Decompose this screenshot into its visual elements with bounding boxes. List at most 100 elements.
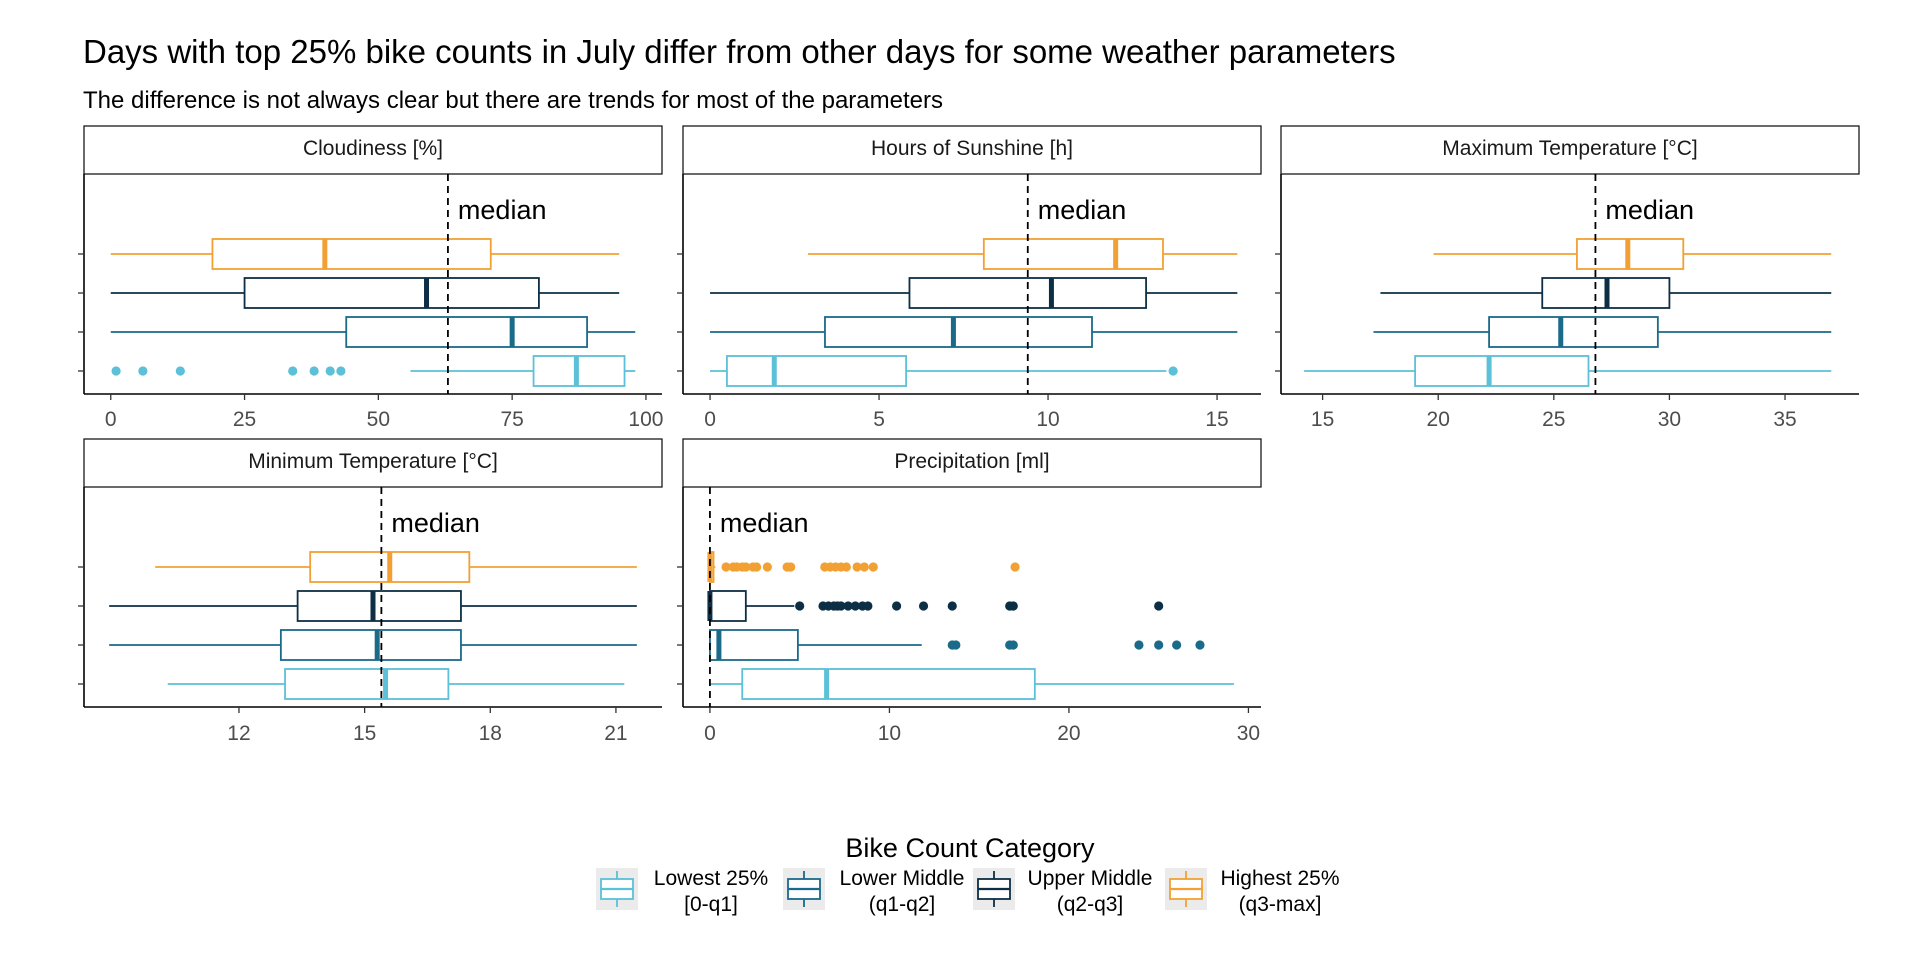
outlier-point [868, 562, 878, 572]
box-iqr [824, 316, 1093, 348]
box-iqr [982, 238, 1164, 270]
facet-strip-label: Cloudiness [%] [303, 137, 443, 160]
box-lower-middle [710, 316, 1238, 348]
outlier-point [751, 562, 762, 572]
facet-strip [83, 438, 663, 488]
x-tick-label: 35 [1773, 408, 1796, 431]
box-iqr [532, 355, 626, 387]
box-upper-middle [710, 277, 1238, 309]
legend-label-line2: (q3-max] [1239, 893, 1322, 916]
facet-strip [682, 438, 1262, 488]
outlier-point [892, 601, 902, 611]
legend-item: Lowest 25% [0-q1] [596, 867, 768, 916]
x-tick-label: 10 [1036, 408, 1059, 431]
facet-strip [83, 125, 663, 175]
box-lower-middle [109, 629, 637, 661]
x-tick-label: 30 [1237, 722, 1260, 745]
outlier-point [111, 366, 121, 376]
facet-strip-label: Precipitation [ml] [894, 450, 1049, 473]
outlier-point [309, 366, 319, 376]
facet-strip [1280, 125, 1860, 175]
legend-item: Lower Middle (q1-q2] [783, 867, 964, 916]
facet-panel: Precipitation [ml] 0 10 20 30 median [677, 438, 1262, 745]
x-tick-label: 75 [500, 408, 523, 431]
outlier-point [850, 601, 860, 611]
legend-label-line2: (q2-q3] [1057, 893, 1124, 916]
outlier-point [841, 562, 851, 572]
outlier-point [325, 366, 335, 376]
x-tick-label: 5 [873, 408, 885, 431]
x-tick-label: 15 [1205, 408, 1228, 431]
box-iqr [284, 668, 450, 700]
outlier-point [1168, 366, 1178, 376]
outlier-point [1172, 640, 1182, 650]
outlier-point [918, 601, 929, 611]
x-tick-label: 25 [233, 408, 256, 431]
x-tick-label: 20 [1057, 722, 1080, 745]
facet-strip-label: Hours of Sunshine [h] [871, 137, 1073, 160]
x-tick-label: 0 [105, 408, 117, 431]
median-label: median [1605, 195, 1694, 225]
x-tick-label: 15 [353, 722, 376, 745]
box-highest-25- [110, 238, 620, 270]
x-tick-label: 15 [1311, 408, 1334, 431]
legend-label-line1: Highest 25% [1220, 867, 1339, 890]
box-lower-middle [110, 316, 636, 348]
legend-label-line1: Upper Middle [1028, 867, 1153, 890]
outlier-point [138, 366, 148, 376]
outlier-point [843, 601, 853, 611]
box-highest-25- [155, 551, 637, 583]
box-iqr [243, 277, 540, 309]
legend-label-line2: [0-q1] [684, 893, 738, 916]
outlier-point [786, 562, 796, 572]
box-iqr [709, 590, 747, 622]
x-tick-label: 12 [227, 722, 250, 745]
outlier-point [175, 366, 185, 376]
x-tick-label: 100 [628, 408, 663, 431]
facet-strip-label: Maximum Temperature [°C] [1442, 137, 1697, 160]
facet-panel: Maximum Temperature [°C] 15 20 25 30 35 median [1275, 125, 1860, 431]
legend-label-line1: Lower Middle [840, 867, 965, 890]
box-lower-middle [1373, 316, 1832, 348]
box-iqr [709, 629, 799, 661]
outlier-point [741, 562, 751, 572]
outlier-point [288, 366, 298, 376]
x-tick-label: 25 [1542, 408, 1565, 431]
x-tick-label: 10 [878, 722, 901, 745]
legend-label-line1: Lowest 25% [654, 867, 768, 890]
outlier-point [947, 601, 957, 611]
outlier-point [863, 601, 873, 611]
outlier-point [762, 562, 772, 572]
outlier-point [951, 640, 961, 650]
x-tick-label: 18 [479, 722, 502, 745]
outlier-point [836, 601, 846, 611]
legend: Bike Count Category Lowest 25% [0-q1] Lower… [596, 833, 1340, 916]
facet-panel: Cloudiness [%] 0 25 50 75 100 median [78, 125, 663, 431]
box-upper-middle [1380, 277, 1832, 309]
x-tick-label: 20 [1427, 408, 1450, 431]
box-lowest-25- [709, 668, 1235, 700]
box-iqr [741, 668, 1036, 700]
box-highest-25- [808, 238, 1238, 270]
legend-label-line2: (q1-q2] [869, 893, 936, 916]
box-lower-middle [709, 629, 1205, 661]
outlier-point [795, 601, 805, 611]
box-upper-middle [109, 590, 637, 622]
outlier-point [1154, 601, 1164, 611]
x-tick-label: 50 [367, 408, 390, 431]
outlier-point [1010, 562, 1020, 572]
facet-panel: Minimum Temperature [°C] 12 15 18 21 median [78, 438, 663, 745]
box-lowest-25- [111, 355, 636, 387]
outlier-point [1195, 640, 1205, 650]
box-iqr [726, 355, 907, 387]
box-iqr [296, 590, 462, 622]
outlier-point [721, 562, 731, 572]
box-lowest-25- [167, 668, 625, 700]
x-tick-label: 0 [704, 722, 716, 745]
box-iqr [345, 316, 588, 348]
median-label: median [391, 508, 480, 538]
facet-strip-label: Minimum Temperature [°C] [248, 450, 498, 473]
box-iqr [211, 238, 492, 270]
x-tick-label: 21 [604, 722, 627, 745]
